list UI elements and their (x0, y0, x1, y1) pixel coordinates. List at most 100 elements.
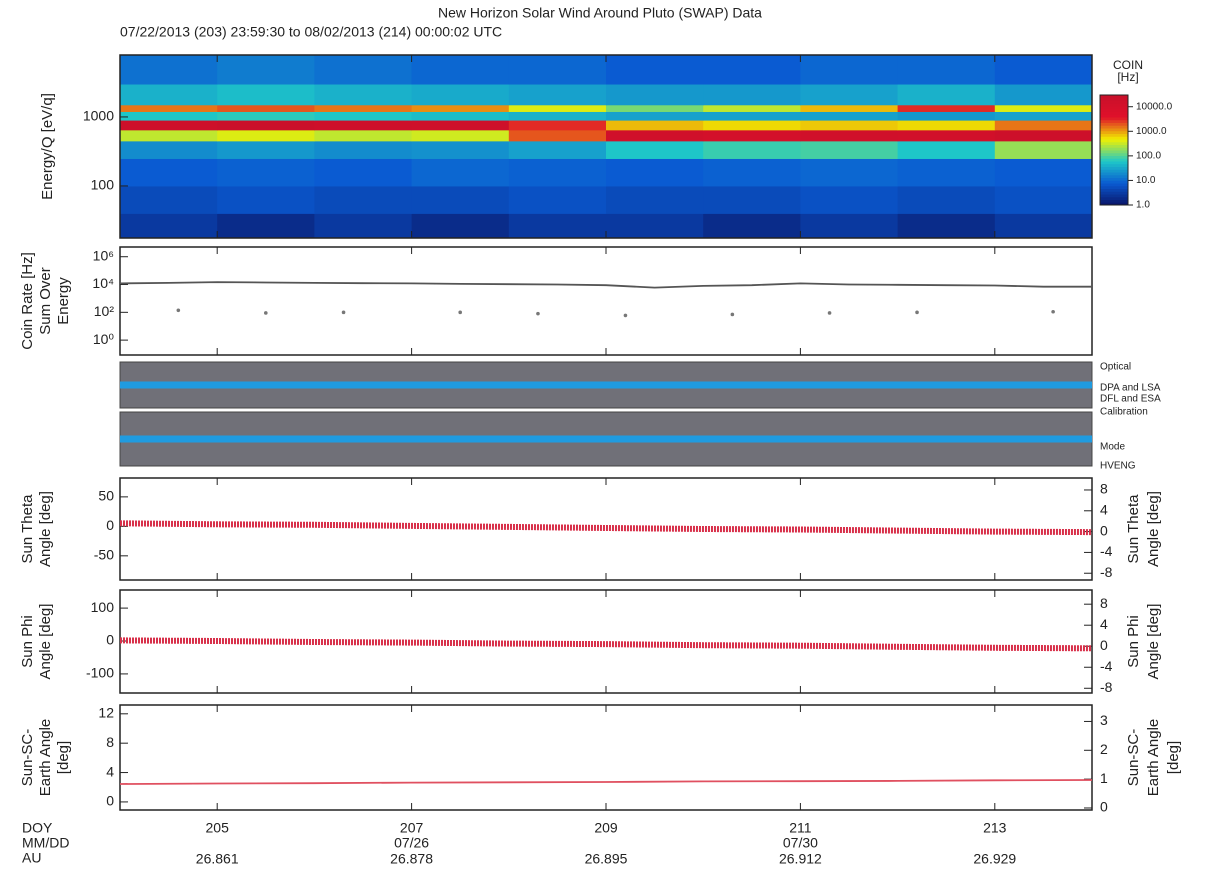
x-au-label: 26.929 (973, 851, 1016, 867)
heatmap-cell (606, 120, 704, 131)
colorbar-slice (1100, 130, 1128, 134)
y2-tick-label: -8 (1100, 679, 1113, 695)
colorbar-slice (1100, 161, 1128, 165)
heatmap-cell (606, 104, 704, 112)
y-axis-label: Angle [deg] (37, 491, 54, 567)
colorbar-slice (1100, 100, 1128, 104)
heatmap-cell (411, 185, 510, 214)
heatmap-cell (703, 111, 801, 121)
colorbar-slice (1100, 155, 1128, 159)
colorbar-slice (1100, 191, 1128, 195)
colorbar-slice (1100, 185, 1128, 189)
x-tick-label: 209 (594, 820, 618, 836)
heatmap-cell (994, 185, 1093, 214)
heatmap-cell (800, 84, 899, 106)
colorbar-slice (1100, 183, 1128, 187)
x-tick-label: 213 (983, 820, 1007, 836)
colorbar-slice (1100, 147, 1128, 151)
data-point (176, 308, 181, 313)
chart-title: New Horizon Solar Wind Around Pluto (SWA… (438, 5, 762, 21)
y2-axis-label: Earth Angle (1145, 719, 1162, 797)
data-point (730, 312, 735, 317)
y-tick-label: 10⁶ (93, 247, 114, 263)
status-legend-item: Mode (1100, 442, 1125, 453)
heatmap-cell (411, 55, 510, 85)
heatmap-cell (800, 55, 899, 85)
colorbar-slice (1100, 122, 1128, 126)
heatmap-cell (703, 140, 801, 159)
y2-tick-label: 8 (1100, 595, 1108, 611)
heatmap-cell (606, 55, 704, 85)
heatmap-cell (314, 120, 413, 131)
heatmap-cell (800, 140, 899, 159)
colorbar-slice (1100, 174, 1128, 178)
status-legend-item: Optical (1100, 362, 1131, 373)
y2-tick-label: 8 (1100, 481, 1108, 497)
heatmap-cell (314, 213, 413, 238)
data-line (119, 637, 1093, 652)
heatmap-cell (314, 140, 413, 159)
y2-tick-label: 1 (1100, 770, 1108, 786)
colorbar-slice (1100, 106, 1128, 110)
colorbar-tick-label: 10.0 (1136, 175, 1156, 186)
heatmap-cell (314, 84, 413, 106)
y-tick-label: 50 (98, 488, 114, 504)
colorbar-slice (1100, 150, 1128, 154)
colorbar-slice (1100, 111, 1128, 115)
heatmap-cell (606, 129, 704, 142)
heatmap-cell (120, 84, 218, 106)
status-legend-item: HVENG (1100, 461, 1136, 472)
chart-subtitle: 07/22/2013 (203) 23:59:30 to 08/02/2013 … (120, 24, 502, 40)
colorbar-slice (1100, 202, 1128, 206)
heatmap-cell (314, 104, 413, 112)
heatmap-cell (994, 120, 1093, 131)
heatmap-cell (994, 158, 1093, 187)
heatmap-cell (508, 120, 607, 131)
colorbar-slice (1100, 114, 1128, 118)
x-row-label: DOY (22, 820, 53, 836)
heatmap-cell (606, 213, 704, 238)
heatmap-cell (800, 104, 899, 112)
heatmap-cell (508, 104, 607, 112)
heatmap-cell (606, 111, 704, 121)
heatmap-cell (994, 55, 1093, 85)
y-tick-label: -100 (86, 665, 114, 681)
heatmap-cell (411, 158, 510, 187)
y-axis-label: Sum Over (37, 267, 54, 335)
colorbar-slice (1100, 194, 1128, 198)
x-tick-label: 205 (206, 820, 230, 836)
colorbar-slice (1100, 139, 1128, 143)
x-au-label: 26.912 (779, 851, 822, 867)
colorbar-slice (1100, 136, 1128, 140)
heatmap-cell (314, 55, 413, 85)
data-point (458, 310, 463, 315)
heatmap-cell (703, 84, 801, 106)
heatmap-cell (314, 111, 413, 121)
x-au-label: 26.895 (585, 851, 628, 867)
colorbar-slice (1100, 133, 1128, 137)
x-tick-label: 207 (400, 820, 424, 836)
data-line (119, 520, 1093, 536)
heatmap-cell (994, 104, 1093, 112)
status-legend-item: DPA and LSA (1100, 383, 1161, 394)
y-tick-label: 12 (98, 705, 114, 721)
heatmap-cell (508, 111, 607, 121)
y-axis-label: Sun Theta (19, 494, 36, 564)
y2-tick-label: 2 (1100, 741, 1108, 757)
data-point (341, 310, 346, 315)
data-line (119, 779, 1093, 785)
heatmap-cell (703, 120, 801, 131)
x-date-label: 07/26 (394, 835, 429, 851)
data-point (915, 310, 919, 315)
heatmap-cell (606, 140, 704, 159)
heatmap-cell (217, 120, 315, 131)
y-axis-label: Energy/Q [eV/q] (39, 93, 56, 200)
heatmap-cell (120, 213, 218, 238)
x-date-label: 07/30 (783, 835, 818, 851)
data-point (536, 311, 540, 316)
y-tick-label: 0 (106, 793, 114, 809)
x-au-label: 26.861 (196, 851, 239, 867)
colorbar-slice (1100, 95, 1128, 99)
heatmap-cell (120, 111, 218, 121)
y-axis-label: Sun Phi (19, 615, 36, 668)
